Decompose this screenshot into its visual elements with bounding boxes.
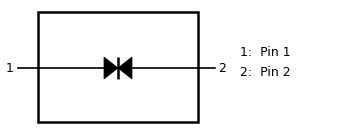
- Text: 1: 1: [6, 61, 14, 75]
- Polygon shape: [118, 57, 132, 79]
- Text: 1:  Pin 1: 1: Pin 1: [240, 46, 291, 58]
- Text: 2: 2: [218, 61, 226, 75]
- Bar: [38, 12, 198, 122]
- Text: 2:  Pin 2: 2: Pin 2: [240, 66, 291, 78]
- Polygon shape: [104, 57, 118, 79]
